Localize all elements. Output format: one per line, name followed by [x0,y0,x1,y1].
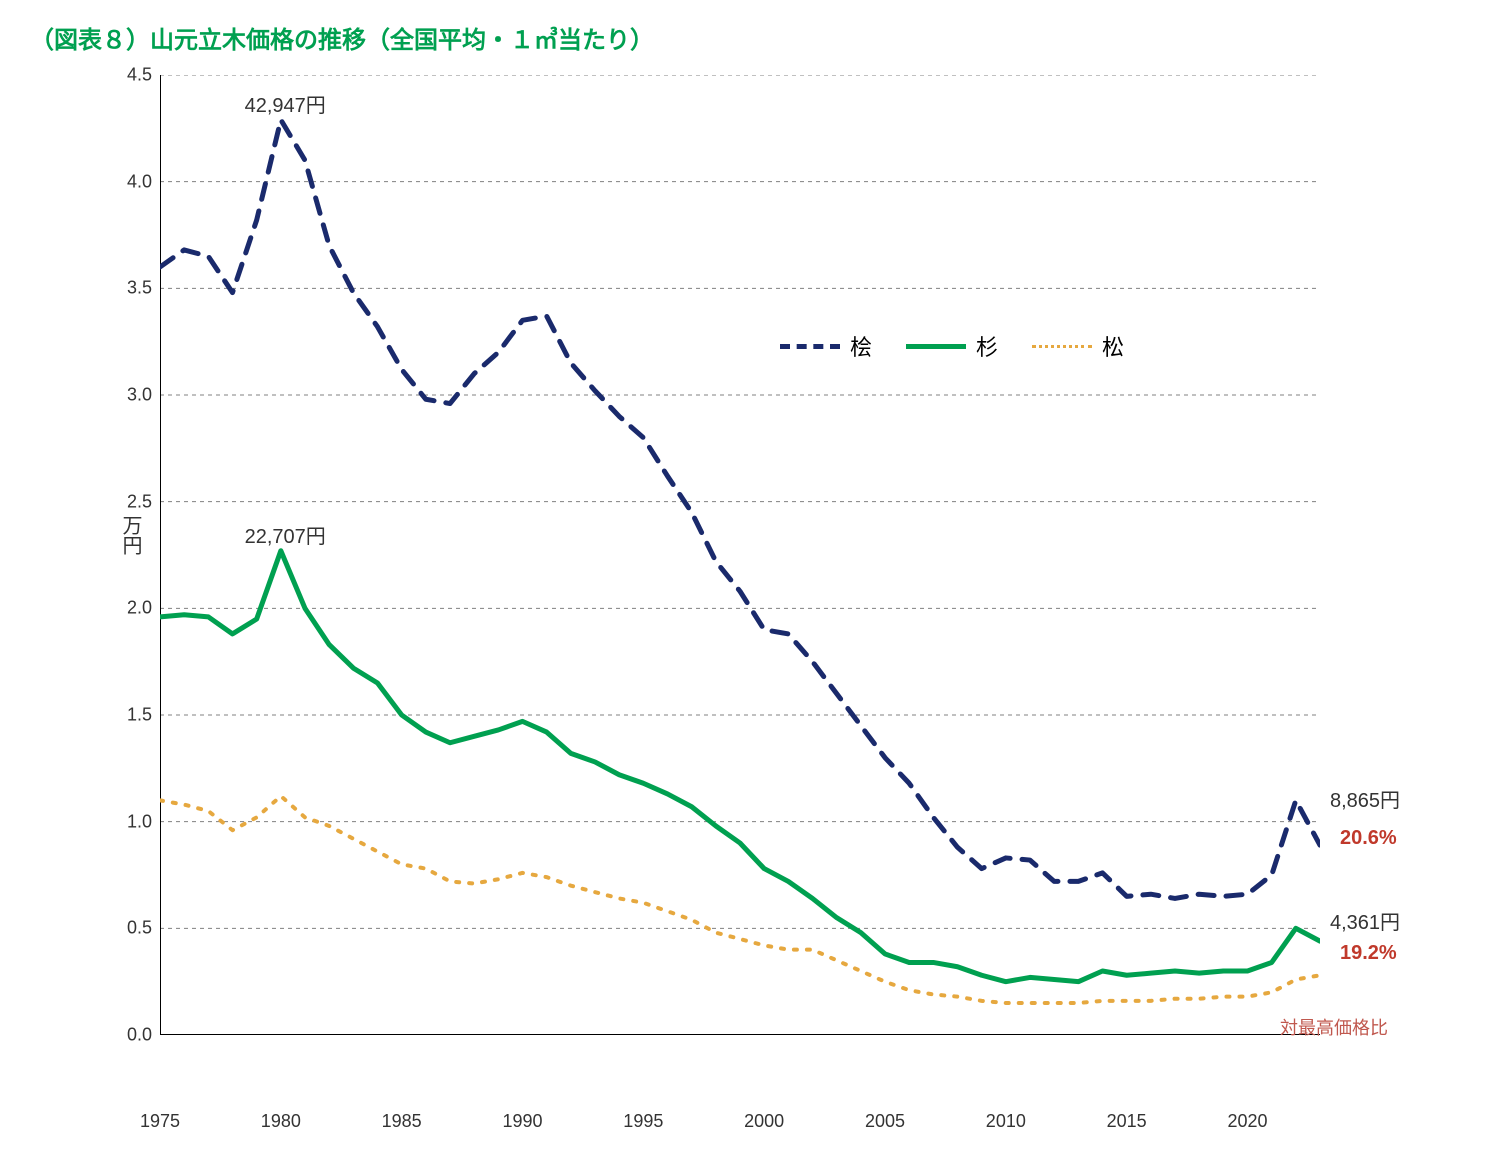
y-tick-label: 2.5 [127,491,152,512]
x-tick-label: 2000 [744,1111,784,1132]
x-tick-label: 1980 [261,1111,301,1132]
y-tick-label: 3.5 [127,278,152,299]
legend-label-hinoki: 桧 [850,330,872,362]
x-tick-label: 2005 [865,1111,905,1132]
x-tick-label: 2010 [986,1111,1026,1132]
annotation-ratio_label: 対最高価格比 [1280,1014,1388,1040]
y-tick-label: 4.0 [127,171,152,192]
chart-title: （図表８）山元立木価格の推移（全国平均・１㎥当たり） [30,20,1484,55]
annotation-peak_sugi: 22,707円 [245,520,326,549]
y-tick-label: 4.5 [127,65,152,86]
annotation-end_sugi_val: 4,361円 [1330,906,1400,935]
legend-item-sugi: 杉 [906,330,998,362]
annotation-end_sugi_pct: 19.2% [1340,942,1397,965]
y-tick-label: 1.5 [127,705,152,726]
y-tick-label: 1.0 [127,811,152,832]
annotation-end_hinoki_val: 8,865円 [1330,784,1400,813]
y-axis-label: 万円 [116,515,145,555]
annotation-peak_hinoki: 42,947円 [245,89,326,118]
x-tick-label: 2015 [1107,1111,1147,1132]
y-tick-label: 2.0 [127,598,152,619]
x-tick-label: 1995 [623,1111,663,1132]
y-tick-label: 3.0 [127,385,152,406]
x-tick-label: 1990 [502,1111,542,1132]
y-tick-label: 0.5 [127,918,152,939]
x-tick-label: 1985 [382,1111,422,1132]
legend-label-matsu: 松 [1102,330,1124,362]
legend-item-matsu: 松 [1032,330,1124,362]
legend: 桧 杉 松 [780,330,1124,362]
x-tick-label: 1975 [140,1111,180,1132]
x-tick-label: 2020 [1227,1111,1267,1132]
annotation-end_hinoki_pct: 20.6% [1340,827,1397,850]
legend-swatch-sugi [906,344,966,349]
line-chart-svg [160,75,1320,1035]
legend-swatch-matsu [1032,345,1092,348]
chart-area: 万円 桧 杉 松 0.00.51.01.52.02.53.03.54.04.51… [160,75,1440,1105]
legend-item-hinoki: 桧 [780,330,872,362]
legend-label-sugi: 杉 [976,330,998,362]
legend-swatch-hinoki [780,344,840,349]
y-tick-label: 0.0 [127,1025,152,1046]
